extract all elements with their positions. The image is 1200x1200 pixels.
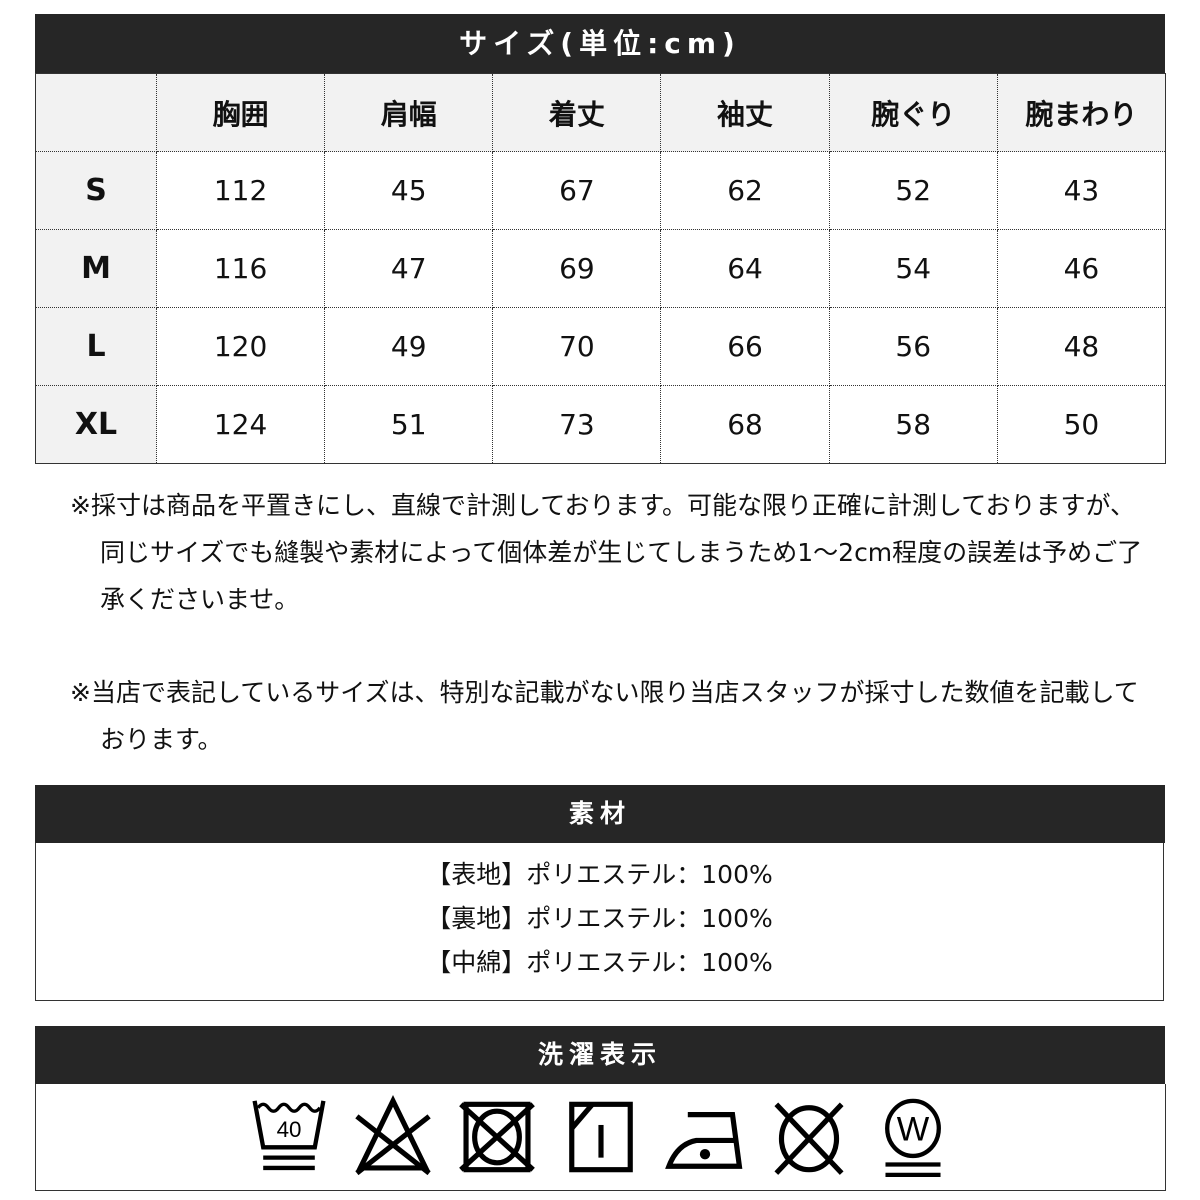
size-label: S bbox=[35, 151, 157, 230]
cell: 64 bbox=[660, 229, 830, 308]
drip-dry-shade-icon bbox=[568, 1101, 633, 1173]
cell: 49 bbox=[324, 307, 494, 386]
note-staff-measured: ※当店で表記しているサイズは、特別な記載がない限り当店スタッフが採寸した数値を記… bbox=[70, 678, 1139, 754]
column-header: 胸囲 bbox=[155, 73, 326, 152]
svg-text:W: W bbox=[896, 1110, 929, 1148]
cell: 68 bbox=[660, 385, 830, 464]
cell: 43 bbox=[996, 151, 1167, 230]
cell: 46 bbox=[996, 229, 1167, 308]
cell: 66 bbox=[660, 307, 830, 386]
cell: 50 bbox=[996, 385, 1167, 464]
cell: 45 bbox=[324, 151, 494, 230]
care-title: 洗濯表示 bbox=[35, 1026, 1165, 1084]
column-header: 袖丈 bbox=[660, 73, 830, 152]
size-label: M bbox=[35, 229, 157, 308]
cell: 120 bbox=[155, 307, 326, 386]
wet-clean-very-gentle-icon: W bbox=[884, 1098, 941, 1177]
no-tumble-dry-icon bbox=[458, 1101, 535, 1173]
size-table: 胸囲 肩幅 着丈 袖丈 腕ぐり 腕まわり S 112 45 67 62 52 4… bbox=[35, 73, 1167, 464]
table-row: S 112 45 67 62 52 43 bbox=[35, 151, 1167, 230]
size-chart-title: サイズ(単位:cm) bbox=[35, 14, 1165, 73]
cell: 51 bbox=[324, 385, 494, 464]
column-header: 肩幅 bbox=[324, 73, 494, 152]
cell: 67 bbox=[492, 151, 662, 230]
cell: 62 bbox=[660, 151, 830, 230]
cell: 70 bbox=[492, 307, 662, 386]
cell: 112 bbox=[155, 151, 326, 230]
column-header: 腕ぐり bbox=[828, 73, 998, 152]
table-row: L 120 49 70 66 56 48 bbox=[35, 307, 1167, 386]
notes: ※採寸は商品を平置きにし、直線で計測しております。可能な限り正確に計測しておりま… bbox=[70, 482, 1150, 763]
note-measurement: ※採寸は商品を平置きにし、直線で計測しております。可能な限り正確に計測しておりま… bbox=[70, 491, 1143, 614]
cell: 58 bbox=[828, 385, 998, 464]
cell: 48 bbox=[996, 307, 1167, 386]
wash-40-very-gentle-icon: 40 bbox=[251, 1100, 326, 1171]
material-line: 【裏地】ポリエステル：100% bbox=[426, 904, 773, 933]
table-row: M 116 47 69 64 54 46 bbox=[35, 229, 1167, 308]
material-title: 素材 bbox=[35, 785, 1165, 843]
cell: 54 bbox=[828, 229, 998, 308]
cell: 56 bbox=[828, 307, 998, 386]
table-row: XL 124 51 73 68 58 50 bbox=[35, 385, 1167, 464]
size-label: L bbox=[35, 307, 157, 386]
no-dry-clean-icon bbox=[773, 1102, 844, 1175]
cell: 52 bbox=[828, 151, 998, 230]
column-header: 腕まわり bbox=[996, 73, 1167, 152]
care-icons: 40 W bbox=[35, 1084, 1166, 1191]
cell: 116 bbox=[155, 229, 326, 308]
no-bleach-icon bbox=[354, 1094, 431, 1176]
iron-low-icon bbox=[664, 1112, 742, 1169]
material-line: 【中綿】ポリエステル：100% bbox=[426, 948, 773, 977]
svg-text:40: 40 bbox=[276, 1117, 301, 1142]
size-label: XL bbox=[35, 385, 157, 464]
cell: 69 bbox=[492, 229, 662, 308]
header-row: 胸囲 肩幅 着丈 袖丈 腕ぐり 腕まわり bbox=[35, 73, 1167, 152]
cell: 73 bbox=[492, 385, 662, 464]
material-line: 【表地】ポリエステル：100% bbox=[426, 860, 773, 889]
cell: 124 bbox=[155, 385, 326, 464]
cell: 47 bbox=[324, 229, 494, 308]
material-box: 【表地】ポリエステル：100% 【裏地】ポリエステル：100% 【中綿】ポリエス… bbox=[35, 843, 1164, 1001]
column-header: 着丈 bbox=[492, 73, 662, 152]
corner-cell bbox=[35, 73, 157, 152]
